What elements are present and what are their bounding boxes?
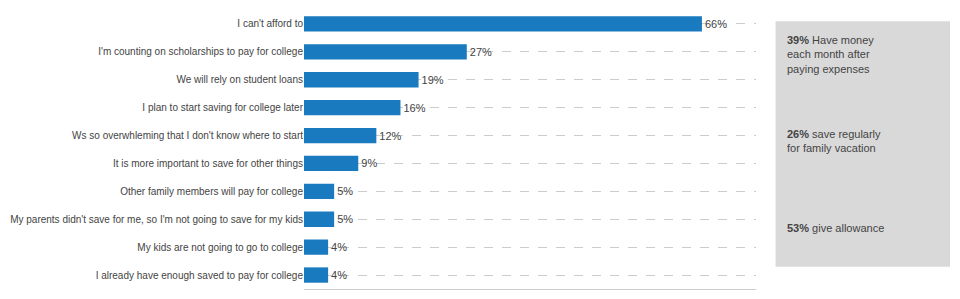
svg-text:5%: 5%	[337, 185, 353, 197]
svg-text:4%: 4%	[331, 269, 347, 281]
svg-text:Other family members will pay: Other family members will pay for colleg…	[120, 186, 303, 197]
svg-text:I plan to start saving for col: I plan to start saving for college later	[142, 102, 303, 113]
svg-text:4%: 4%	[331, 241, 347, 253]
svg-text:I already have enough saved to: I already have enough saved to pay for c…	[96, 270, 304, 281]
svg-text:26% save regularlyfor family v: 26% save regularlyfor family vacation	[787, 128, 881, 154]
svg-text:53% give allowance: 53% give allowance	[787, 222, 884, 234]
svg-text:Ws so overwhleming that I don': Ws so overwhleming that I don't know whe…	[72, 130, 303, 141]
svg-text:5%: 5%	[337, 213, 353, 225]
svg-text:39% Have moneyeach month after: 39% Have moneyeach month afterpaying exp…	[787, 34, 874, 75]
svg-text:9%: 9%	[361, 157, 377, 169]
svg-text:We will rely on student loans: We will rely on student loans	[176, 74, 303, 85]
svg-text:I'm counting on scholarships t: I'm counting on scholarships to pay for …	[98, 46, 303, 57]
svg-text:19%: 19%	[422, 74, 444, 86]
svg-text:My parents didn't save for me,: My parents didn't save for me, so I'm no…	[10, 214, 303, 225]
svg-text:I can't afford to: I can't afford to	[237, 18, 303, 29]
svg-text:16%: 16%	[403, 102, 425, 114]
svg-text:My kids are not going to go to: My kids are not going to go to college	[137, 242, 303, 253]
svg-text:12%: 12%	[379, 130, 401, 142]
svg-text:66%: 66%	[705, 18, 727, 30]
svg-text:It is more important to save f: It is more important to save for other t…	[113, 158, 303, 169]
svg-text:27%: 27%	[470, 46, 492, 58]
